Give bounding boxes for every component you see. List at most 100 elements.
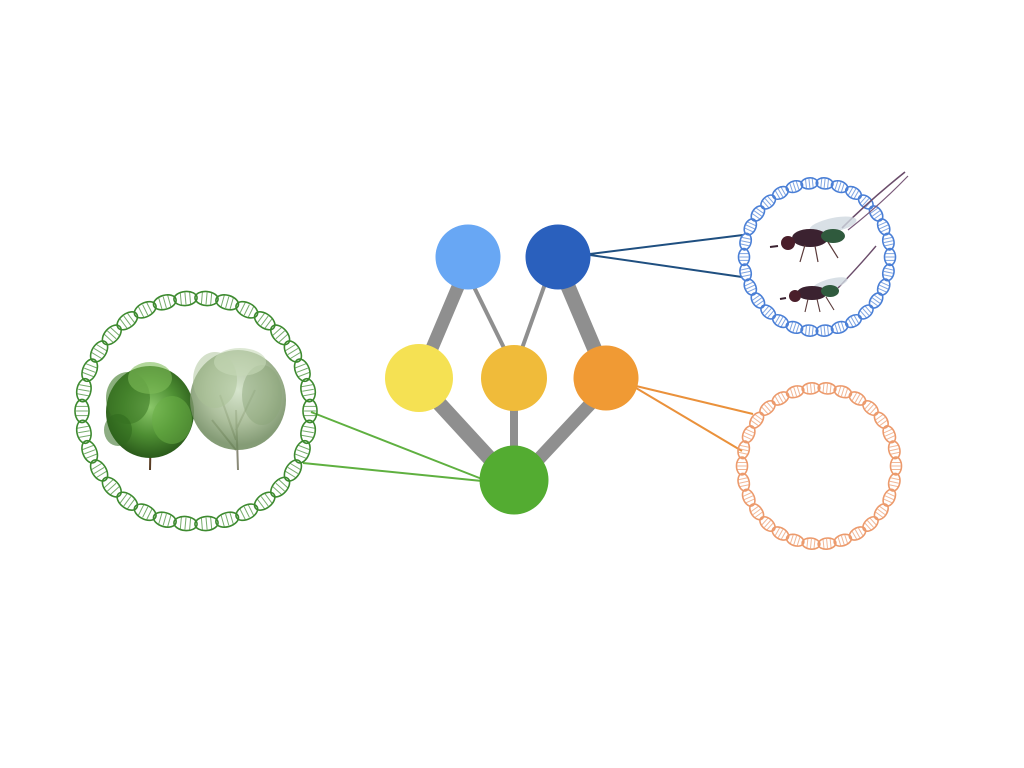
helix-segment [873, 503, 889, 521]
helix-rung [290, 351, 301, 359]
helix-rung [774, 190, 781, 199]
dna-helix-ring-icon [737, 177, 897, 337]
helix-segment [101, 476, 122, 498]
helix-rung [805, 179, 807, 189]
helix-segment [862, 399, 879, 417]
helix-rung [96, 470, 107, 478]
helix-segment [771, 391, 790, 406]
helix-rung [752, 508, 761, 516]
helix-rung [200, 292, 203, 304]
helix-rung [840, 183, 845, 193]
helix-rung [850, 316, 857, 326]
ring-links [302, 234, 754, 482]
helix-segment [133, 503, 157, 522]
helix-rung [272, 327, 282, 336]
helix-rung [285, 470, 296, 478]
helix-rung [742, 492, 752, 497]
helix-rung [146, 508, 153, 520]
helix-rung [220, 515, 225, 527]
helix-segment [844, 313, 863, 329]
helix-rung [813, 383, 816, 393]
node-light-blue [435, 224, 501, 290]
helix-rung [142, 304, 149, 316]
helix-rung [883, 240, 894, 244]
helix-rung [110, 486, 120, 495]
helix-rung [820, 326, 823, 336]
helix-rung [210, 293, 213, 305]
helix-segment [785, 179, 804, 194]
helix-rung [738, 477, 748, 481]
helix-rung [872, 210, 881, 217]
helix-rung [290, 463, 301, 471]
helix-rung [883, 270, 894, 274]
helix-segment [771, 185, 790, 201]
helix-rung [78, 388, 90, 392]
helix-segment [89, 340, 109, 363]
helix-segment [785, 385, 805, 399]
helix-segment [844, 185, 863, 201]
helix-rung [837, 386, 842, 396]
helix-segment [235, 503, 259, 522]
helix-rung [298, 444, 310, 451]
helix-rung [883, 428, 893, 434]
helix-rung [888, 444, 899, 448]
helix-rung [205, 292, 208, 305]
helix-rung [864, 401, 872, 410]
helix-rung [740, 240, 751, 244]
dna-helix-ring-icon [735, 382, 903, 550]
helix-rung [302, 430, 314, 434]
helix-segment [785, 533, 805, 547]
helix-segment [116, 491, 139, 511]
helix-rung [859, 195, 867, 204]
helix-segment [253, 311, 276, 331]
helix-rung [103, 479, 114, 489]
helix-segment [215, 294, 240, 311]
helix-rung [844, 388, 849, 398]
dna-helix-ring-icon [74, 290, 318, 532]
helix-rung [793, 535, 798, 545]
node-green [479, 445, 549, 515]
helix-rung [272, 486, 282, 495]
helix-segment [833, 533, 853, 547]
helix-rung [837, 322, 842, 332]
helix-segment [868, 292, 884, 309]
helix-rung [761, 406, 769, 415]
microbe-link-lower [635, 387, 743, 452]
helix-segment [194, 290, 219, 307]
helix-rung [750, 505, 759, 513]
helix-rung [200, 518, 203, 530]
helix-rung [260, 315, 269, 326]
helix-rung [777, 394, 784, 403]
helix-rung [755, 207, 764, 214]
helix-rung [789, 388, 794, 398]
helix-rung [780, 392, 787, 401]
helix-rung [296, 367, 308, 373]
helix-segment [876, 278, 891, 296]
helix-rung [796, 386, 801, 396]
helix-rung [278, 333, 289, 343]
helix-rung [184, 517, 187, 530]
helix-rung [167, 295, 172, 307]
helix-rung [229, 297, 234, 310]
helix-rung [85, 453, 98, 459]
helix-segment [881, 263, 895, 282]
helix-rung [107, 330, 117, 340]
helix-rung [853, 190, 860, 199]
helix-rung [883, 498, 893, 504]
helix-rung [739, 444, 750, 448]
helix-rung [867, 404, 874, 412]
helix-rung [854, 394, 861, 403]
helix-rung [811, 178, 814, 188]
edge-n1-n4 [472, 286, 509, 355]
helix-rung [869, 517, 877, 526]
wasp-lower [779, 245, 877, 313]
plant-link-lower [302, 462, 483, 482]
helix-segment [881, 232, 895, 251]
helix-rung [829, 384, 832, 394]
helix-rung [806, 384, 809, 394]
helix-segment [194, 515, 219, 532]
plant-link-upper [310, 411, 483, 480]
helix-rung [877, 508, 886, 516]
helix-rung [739, 480, 749, 484]
